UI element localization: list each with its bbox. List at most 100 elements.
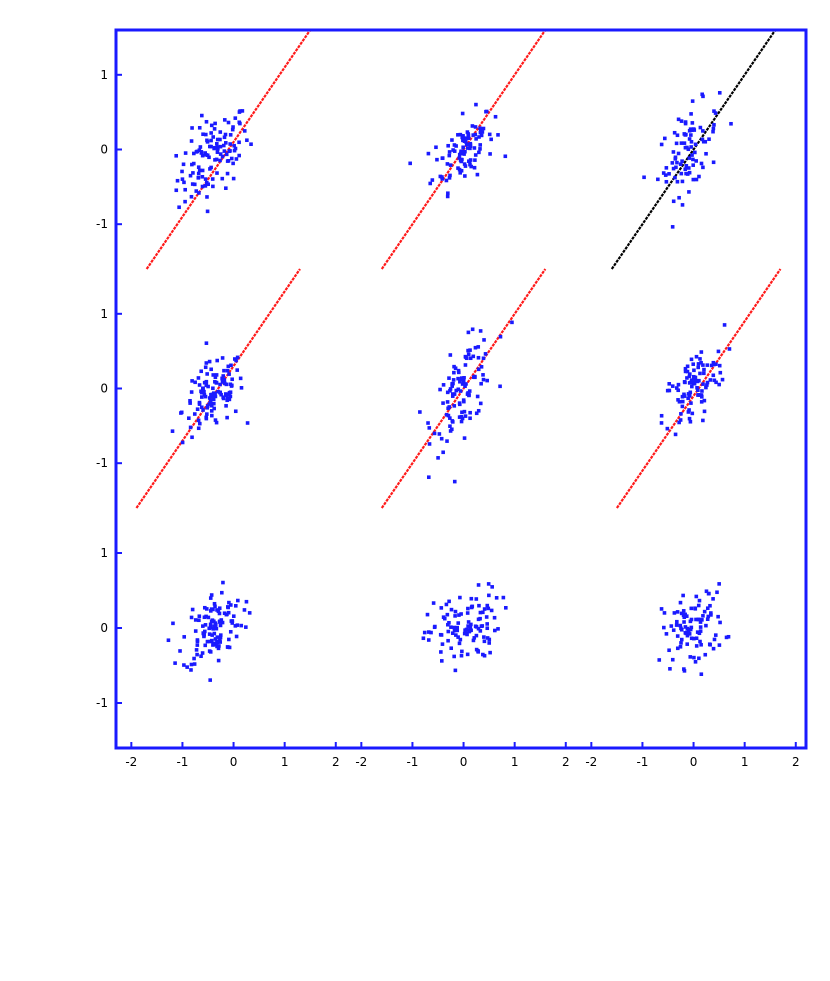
data-point [216,639,220,644]
data-point [454,388,459,393]
data-point [456,133,460,137]
data-point [190,162,194,167]
data-point [441,450,445,455]
data-point [245,421,250,425]
data-point [209,144,213,149]
data-point [693,607,698,611]
data-point [166,638,171,643]
data-point [701,382,705,386]
data-point [226,120,231,125]
data-point [487,641,492,645]
data-point [224,404,228,408]
data-point [218,390,222,395]
data-point [714,362,718,366]
data-point [696,388,700,393]
data-point [691,127,696,131]
data-point [698,639,702,644]
data-point [439,606,444,610]
data-point [704,589,709,594]
data-point [205,195,209,199]
data-point [445,194,450,199]
data-point [486,606,491,611]
data-point [675,619,679,624]
data-point [668,667,672,671]
data-point [211,397,216,402]
data-point [456,166,460,170]
data-point [469,164,473,169]
data-point [481,373,485,377]
data-point [476,617,481,622]
data-point [450,138,454,142]
data-point [711,160,716,165]
data-point [679,171,684,176]
data-point [706,614,711,619]
data-point [230,621,235,625]
data-point [450,420,455,424]
data-point [207,632,212,636]
data-point [669,624,674,628]
data-point [466,136,471,140]
data-point [485,626,490,631]
data-point [450,394,455,398]
y-tick-label: 1 [100,546,108,560]
data-point [670,657,675,662]
data-point [447,376,451,380]
data-point [677,399,682,404]
data-point [467,159,471,164]
data-point [697,393,702,397]
data-point [484,615,489,619]
data-point [222,149,227,153]
fit-line [135,268,301,509]
data-point [209,609,213,613]
data-point [663,173,668,177]
data-point [670,161,675,165]
data-point [462,139,467,143]
data-point [701,129,705,133]
data-point [437,432,442,436]
data-point [444,412,449,417]
data-point [196,376,201,380]
data-point [683,167,688,172]
data-point [712,362,716,367]
x-tick-label: 1 [741,755,749,769]
data-point [453,609,458,614]
data-point [457,401,462,405]
x-tick-label: 2 [792,755,800,769]
data-point [190,182,195,186]
data-point [485,603,490,608]
data-point [490,585,494,589]
data-point [221,395,225,399]
data-point [189,194,194,199]
data-point [682,394,687,398]
data-point [207,155,211,160]
data-point [689,112,693,116]
data-point [452,370,456,375]
data-point [475,172,480,177]
data-point [476,345,481,349]
data-point [208,398,213,403]
data-point [482,607,487,611]
data-point [460,382,465,386]
data-point [461,145,465,150]
data-point [466,330,471,335]
data-point [714,380,718,385]
data-point [232,148,237,153]
data-point [484,109,488,114]
data-point [202,605,207,610]
data-point [226,610,231,615]
data-point [451,381,455,386]
data-point [687,374,692,379]
data-point [701,614,705,618]
data-point [713,633,718,637]
panel-r2-c2 [590,582,797,748]
data-point [212,624,216,629]
data-point [201,132,205,137]
data-point [440,156,445,160]
data-point [197,191,201,195]
data-point [193,380,197,385]
data-point [175,178,180,183]
data-point [194,150,199,154]
data-point [220,590,224,595]
data-point [683,369,688,374]
data-point [458,389,463,393]
